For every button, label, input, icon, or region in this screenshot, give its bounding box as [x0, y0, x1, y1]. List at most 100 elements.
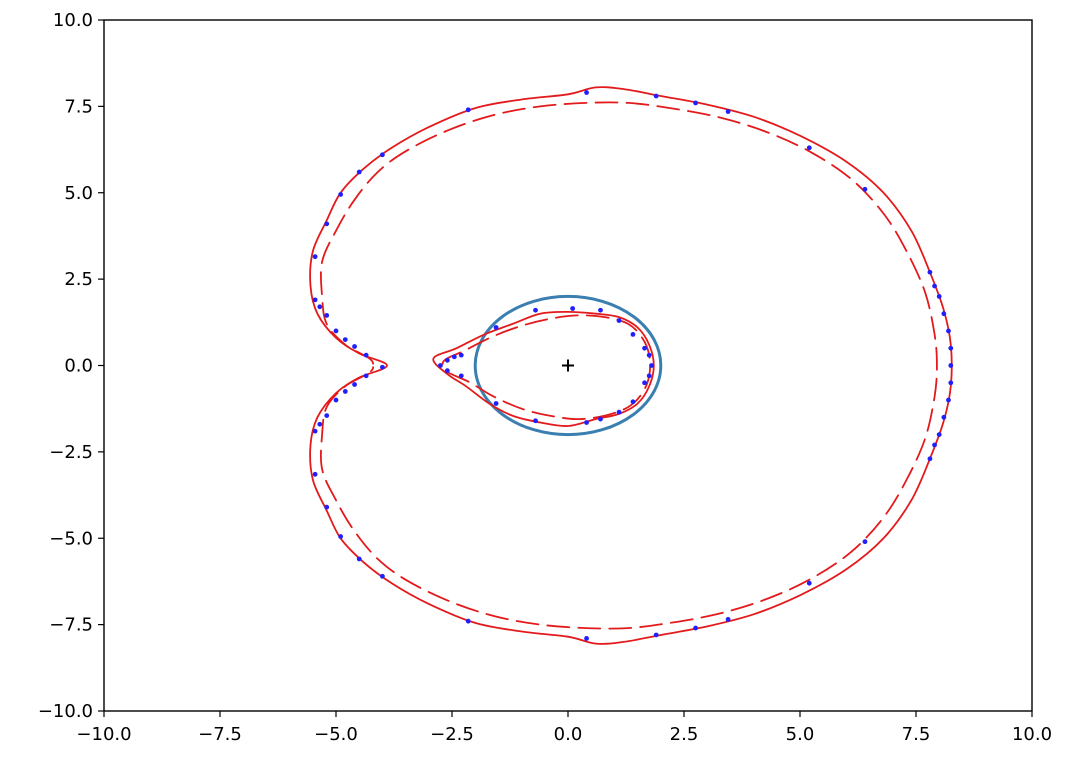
scatter-point	[946, 397, 951, 403]
x-tick-label: 10.0	[1012, 724, 1052, 745]
scatter-point	[363, 373, 369, 379]
scatter-point	[356, 169, 362, 175]
scatter-point	[630, 332, 636, 337]
y-tick-label: −5.0	[49, 528, 93, 549]
scatter-point	[653, 93, 659, 99]
scatter-point	[312, 428, 318, 434]
scatter-point	[862, 539, 868, 545]
scatter-point	[584, 90, 589, 95]
scatter-point	[936, 294, 942, 299]
scatter-point	[317, 304, 323, 310]
outer-solid-curve	[309, 86, 953, 645]
scatter-point	[570, 306, 576, 311]
scatter-point	[646, 373, 652, 379]
scatter-point	[458, 352, 464, 358]
inner-solid-curve	[432, 310, 655, 427]
scatter-point	[616, 318, 622, 323]
scatter-point	[646, 352, 652, 358]
scatter-point	[598, 416, 603, 422]
scatter-point	[324, 504, 330, 510]
x-tick-label: 7.5	[902, 724, 931, 745]
scatter-point	[352, 344, 357, 349]
scatter-point	[380, 364, 385, 370]
y-tick-label: 0.0	[64, 356, 93, 377]
x-tick-label: −10.0	[76, 724, 131, 745]
scatter-point	[806, 145, 812, 151]
scatter-point	[948, 345, 954, 351]
x-tick-label: −5.0	[314, 724, 358, 745]
scatter-point	[342, 389, 348, 394]
scatter-point	[598, 307, 603, 313]
scatter-point	[317, 421, 323, 427]
scatter-point	[642, 345, 647, 351]
y-tick-label: −10.0	[38, 701, 93, 722]
center-marker	[562, 359, 574, 372]
y-tick-label: 2.5	[64, 269, 93, 290]
scatter-point	[932, 442, 937, 448]
scatter-point	[324, 313, 330, 318]
scatter-point	[465, 618, 471, 624]
scatter-point	[465, 107, 471, 113]
scatter-point	[312, 297, 318, 303]
scatter-point	[693, 625, 698, 631]
scatter-point	[493, 401, 499, 406]
outer-dashed-curve	[319, 101, 938, 630]
scatter-point	[630, 399, 636, 405]
scatter-point	[725, 109, 731, 114]
y-tick-label: 7.5	[64, 96, 93, 117]
scatter-point	[927, 456, 933, 462]
scatter-point	[356, 556, 362, 562]
scatter-point	[324, 221, 330, 227]
scatter-point	[444, 368, 450, 374]
scatter-point	[438, 363, 443, 368]
x-tick-label: 2.5	[670, 724, 699, 745]
scatter-point	[941, 414, 947, 420]
scatter-point	[458, 373, 464, 379]
scatter-point	[946, 328, 951, 334]
scatter-point	[941, 311, 947, 317]
scatter-point	[324, 413, 330, 418]
y-tick-label: 5.0	[64, 183, 93, 204]
reference-circle	[473, 294, 663, 437]
x-axis: −10.0 −7.5 −5.0 −2.5 0.0 2.5 5.0 7.5 10.0	[76, 711, 1052, 745]
scatter-point	[333, 397, 339, 403]
scatter-point	[806, 580, 812, 586]
scatter-point	[862, 186, 868, 192]
scatter-point	[616, 409, 622, 415]
scatter-point	[352, 382, 357, 387]
scatter-point	[948, 363, 954, 368]
scatter-point	[338, 534, 344, 539]
scatter-point	[312, 254, 318, 260]
scatter-point	[584, 420, 589, 425]
scatter-point	[693, 100, 698, 106]
scatter-point	[333, 328, 339, 334]
scatter-point	[932, 283, 937, 289]
inner-dashed-curve	[441, 314, 651, 420]
scatter-point	[338, 192, 344, 197]
x-tick-label: 5.0	[786, 724, 815, 745]
y-tick-label: −7.5	[49, 615, 93, 636]
scatter-point	[444, 357, 450, 363]
scatter-point	[649, 363, 654, 368]
scatter-point	[642, 380, 647, 386]
scatter-point	[927, 269, 933, 275]
scatter-point	[342, 337, 348, 342]
series-layer	[309, 86, 954, 645]
scatter-point	[948, 380, 954, 386]
y-tick-label: −2.5	[49, 442, 93, 463]
scatter-point	[653, 632, 659, 638]
scatter-point	[584, 636, 589, 641]
x-tick-label: 0.0	[554, 724, 583, 745]
scatter-point	[363, 352, 369, 358]
scatter-point	[380, 152, 385, 158]
scatter-point	[380, 573, 385, 579]
scatter-point	[451, 354, 457, 360]
scatter-point	[725, 617, 731, 622]
x-tick-label: −7.5	[198, 724, 242, 745]
scatter-point	[533, 418, 538, 424]
y-tick-label: 10.0	[53, 10, 93, 31]
y-axis: −10.0 −7.5 −5.0 −2.5 0.0 2.5 5.0 7.5 10.0	[38, 10, 104, 722]
scatter-point	[936, 432, 942, 437]
